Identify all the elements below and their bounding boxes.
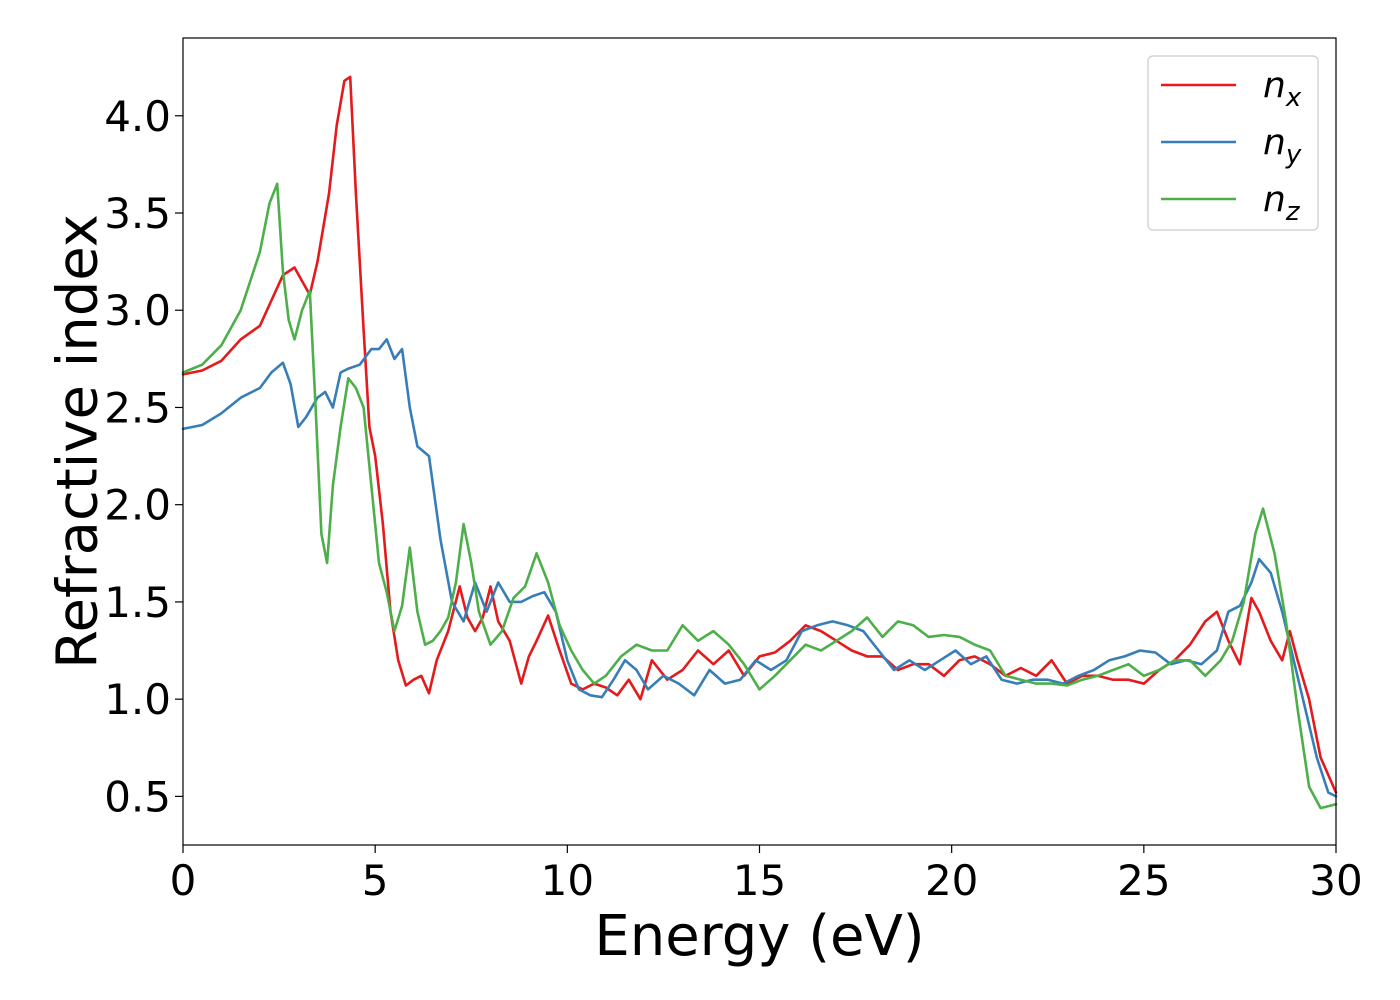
legend-label-main: n: [1263, 122, 1286, 163]
y-axis-ticks: 0.5 1.0 1.5 2.0 2.5 3.0 3.5 4.0: [104, 92, 183, 821]
series-layer: [181, 75, 1338, 810]
y-axis-title: Refractive index: [46, 214, 111, 669]
y-tick-label: 2.5: [104, 383, 171, 432]
legend-label-subscript: x: [1285, 83, 1302, 113]
series-line-x: [181, 75, 1338, 794]
x-tick-label: 5: [362, 856, 389, 905]
x-tick-label: 15: [733, 856, 786, 905]
y-tick-label: 1.5: [104, 578, 171, 627]
y-tick-label: 3.0: [104, 286, 171, 335]
legend-label-subscript: z: [1285, 197, 1301, 227]
x-tick-label: 0: [170, 856, 197, 905]
x-tick-label: 25: [1117, 856, 1170, 905]
y-tick-label: 2.0: [104, 481, 171, 530]
x-tick-label: 20: [925, 856, 978, 905]
y-tick-label: 1.0: [104, 675, 171, 724]
legend-label-subscript: y: [1285, 140, 1302, 170]
legend-label-z: nz: [1263, 179, 1301, 227]
x-axis-ticks: 0 5 10 15 20 25 30: [170, 845, 1363, 905]
y-tick-label: 4.0: [104, 92, 171, 141]
y-tick-label: 0.5: [104, 772, 171, 821]
legend-label-x: nx: [1263, 65, 1302, 113]
x-tick-label: 10: [541, 856, 594, 905]
series-line-y: [181, 338, 1338, 798]
x-axis-title: Energy (eV): [594, 904, 924, 969]
y-tick-label: 3.5: [104, 189, 171, 238]
x-tick-label: 30: [1309, 856, 1362, 905]
series-line-z: [181, 182, 1338, 810]
legend-label-y: ny: [1263, 122, 1302, 170]
legend-label-main: n: [1263, 65, 1286, 106]
legend-label-main: n: [1263, 179, 1286, 220]
